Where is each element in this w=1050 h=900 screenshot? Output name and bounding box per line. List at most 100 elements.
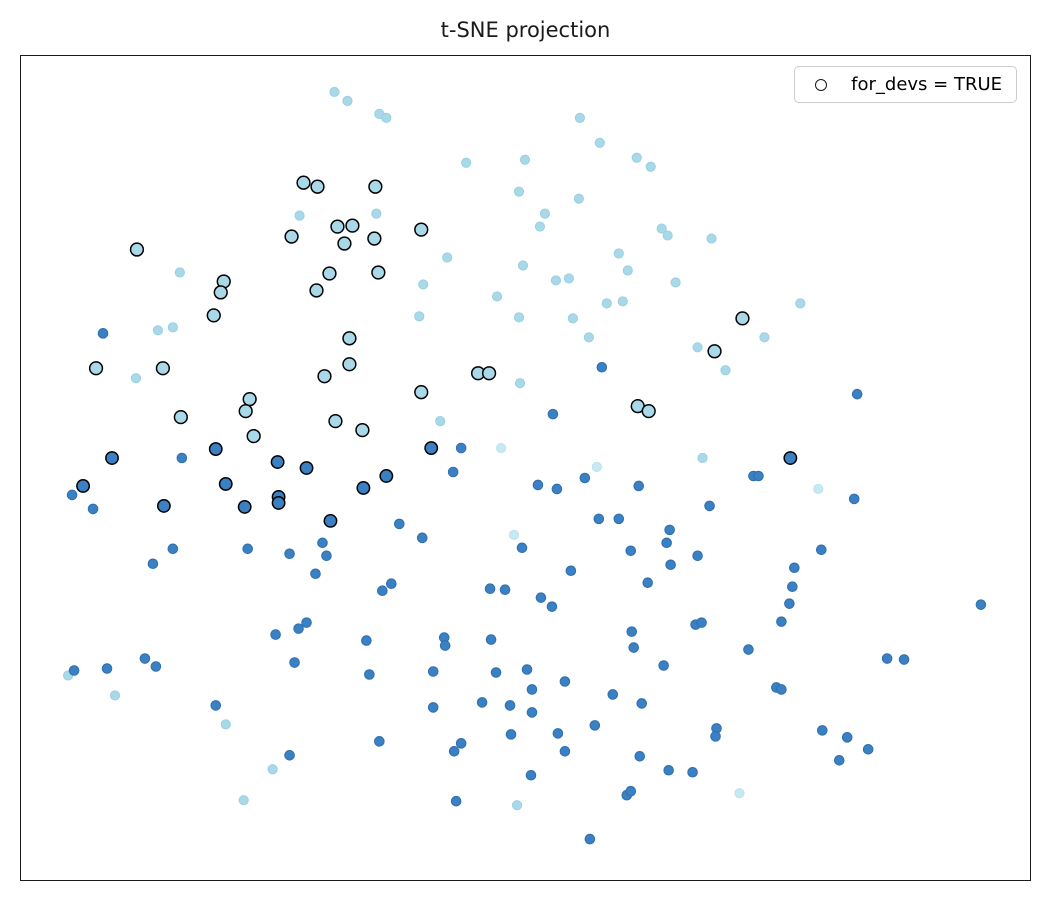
scatter-point bbox=[833, 755, 845, 766]
scatter-point bbox=[552, 728, 564, 739]
scatter-point bbox=[296, 175, 311, 190]
scatter-point bbox=[862, 744, 874, 755]
scatter-point bbox=[795, 298, 806, 309]
scatter-point bbox=[662, 230, 673, 241]
scatter-point bbox=[355, 422, 370, 438]
scatter-point bbox=[495, 442, 507, 454]
scatter-point bbox=[342, 331, 357, 346]
scatter-point bbox=[246, 428, 261, 444]
scatter-point bbox=[550, 275, 562, 286]
scatter-point bbox=[521, 664, 533, 675]
scatter-point bbox=[439, 640, 451, 651]
scatter-point bbox=[435, 416, 446, 427]
scatter-point bbox=[499, 584, 511, 595]
scatter-point bbox=[427, 666, 439, 677]
scatter-point bbox=[367, 231, 382, 246]
scatter-point bbox=[361, 635, 372, 646]
scatter-point bbox=[505, 729, 517, 740]
scatter-point bbox=[753, 470, 764, 482]
scatter-point bbox=[309, 283, 324, 298]
scatter-point bbox=[591, 461, 602, 473]
scatter-point bbox=[789, 562, 800, 574]
scatter-point bbox=[68, 665, 80, 676]
scatter-point bbox=[596, 361, 608, 373]
scatter-point bbox=[661, 537, 672, 549]
scatter-point bbox=[567, 313, 578, 324]
scatter-point bbox=[625, 545, 637, 557]
scatter-point bbox=[476, 697, 488, 708]
scatter-point bbox=[155, 361, 171, 376]
scatter-point bbox=[511, 800, 523, 811]
scatter-point bbox=[573, 193, 584, 204]
scatter-point bbox=[628, 642, 640, 653]
scatter-point bbox=[174, 267, 185, 278]
scatter-point bbox=[461, 157, 472, 168]
scatter-point bbox=[776, 684, 787, 695]
scatter-point bbox=[645, 161, 656, 172]
scatter-point bbox=[517, 260, 529, 271]
scatter-point bbox=[534, 221, 546, 232]
scatter-point bbox=[881, 653, 893, 664]
scatter-point bbox=[130, 373, 142, 384]
scatter-point bbox=[532, 479, 544, 491]
scatter-point bbox=[526, 684, 538, 695]
scatter-point bbox=[299, 461, 314, 475]
scatter-point bbox=[284, 229, 299, 244]
scatter-point bbox=[692, 342, 703, 353]
scatter-point bbox=[563, 273, 574, 284]
scatter-point bbox=[613, 248, 624, 259]
scatter-point bbox=[851, 388, 863, 400]
scatter-point bbox=[342, 95, 353, 106]
scatter-point bbox=[270, 455, 285, 469]
scatter-point bbox=[381, 112, 392, 123]
scatter-point bbox=[356, 481, 371, 495]
scatter-point bbox=[607, 689, 619, 700]
scatter-point bbox=[663, 764, 674, 776]
scatter-point bbox=[636, 698, 648, 709]
scatter-point bbox=[565, 565, 577, 577]
scatter-point bbox=[242, 543, 253, 555]
scatter-point bbox=[593, 513, 605, 525]
scatter-point bbox=[665, 559, 676, 571]
scatter-point bbox=[374, 736, 385, 747]
scatter-point bbox=[704, 500, 715, 512]
scatter-point bbox=[720, 365, 731, 376]
scatter-point bbox=[481, 366, 497, 381]
scatter-point bbox=[594, 137, 605, 148]
scatter-point bbox=[633, 480, 645, 492]
scatter-point bbox=[816, 725, 828, 736]
scatter-point bbox=[173, 409, 188, 425]
scatter-point bbox=[787, 581, 798, 592]
scatter-point bbox=[317, 369, 332, 384]
scatter-point bbox=[293, 623, 304, 634]
scatter-point bbox=[150, 661, 162, 672]
scatter-point bbox=[424, 441, 439, 455]
scatter-point bbox=[642, 577, 653, 589]
scatter-point bbox=[658, 660, 669, 671]
scatter-point bbox=[634, 751, 646, 762]
scatter-point bbox=[735, 311, 750, 326]
scatter-point bbox=[289, 657, 300, 668]
scatter-point bbox=[414, 222, 429, 237]
scatter-point bbox=[129, 242, 145, 257]
scatter-point bbox=[447, 466, 459, 478]
scatter-point bbox=[504, 700, 516, 711]
scatter-point bbox=[220, 719, 231, 730]
scatter-point bbox=[323, 513, 338, 528]
scatter-point bbox=[301, 617, 312, 628]
scatter-point bbox=[284, 750, 295, 761]
scatter-point bbox=[394, 518, 405, 530]
scatter-point bbox=[455, 442, 467, 454]
scatter-point bbox=[416, 532, 428, 544]
chart-title: t-SNE projection bbox=[440, 18, 611, 42]
scatter-point bbox=[514, 378, 526, 389]
scatter-point bbox=[345, 218, 360, 233]
scatter-point bbox=[622, 265, 633, 276]
scatter-point bbox=[322, 266, 337, 281]
scatter-point bbox=[776, 616, 787, 627]
scatter-point bbox=[97, 328, 109, 339]
scatter-point bbox=[371, 265, 386, 280]
scatter-point bbox=[692, 550, 703, 562]
scatter-point bbox=[743, 644, 754, 655]
